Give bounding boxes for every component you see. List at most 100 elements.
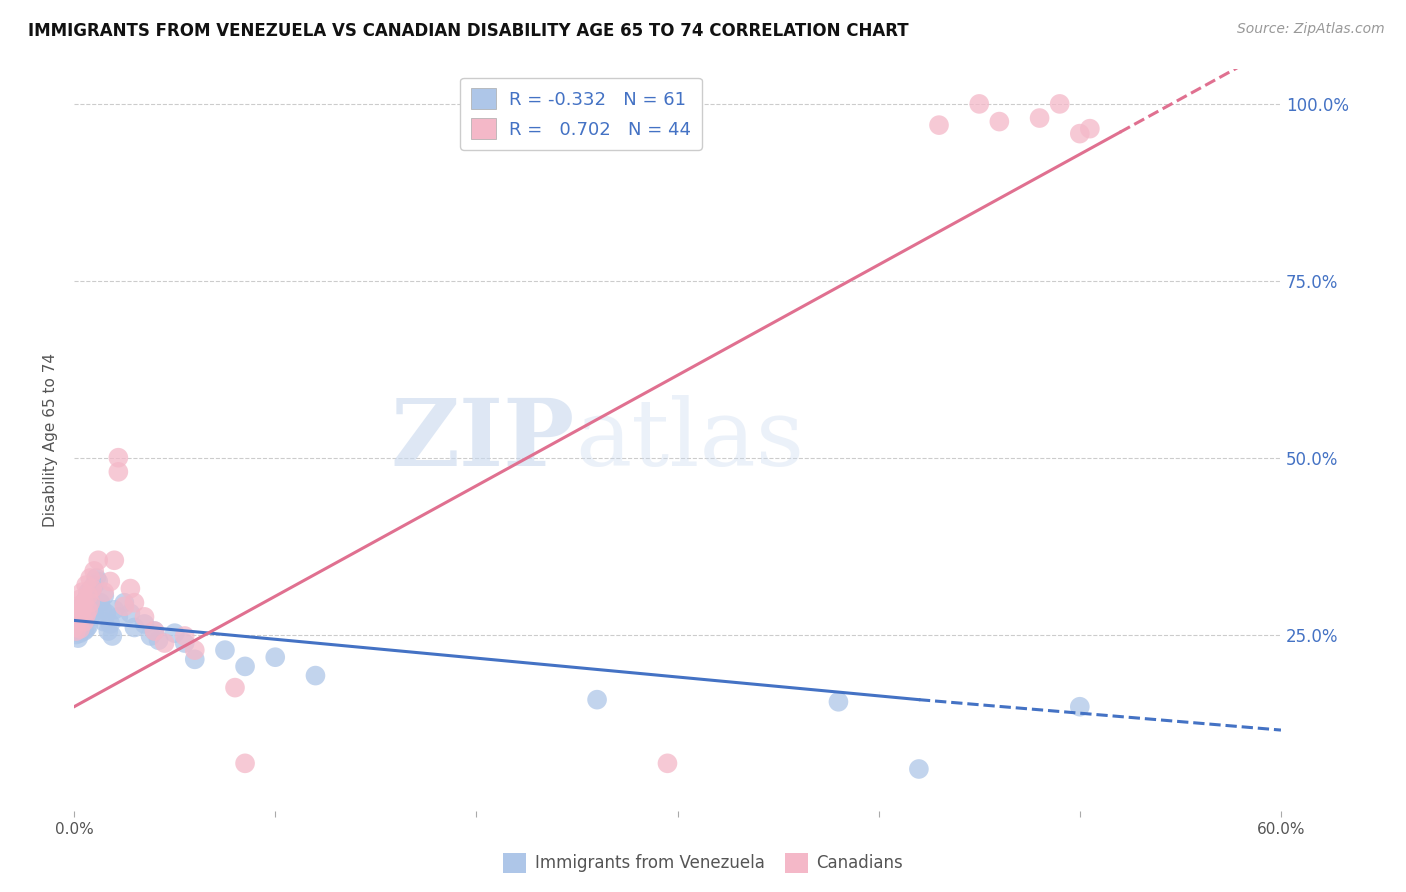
Point	[98, 574, 121, 589]
Point	[101, 629, 124, 643]
Point	[67, 622, 90, 636]
Point	[586, 692, 609, 706]
Point	[69, 614, 91, 628]
Point	[928, 118, 950, 132]
Point	[103, 553, 125, 567]
Point	[73, 624, 96, 638]
Point	[65, 616, 87, 631]
Point	[73, 596, 96, 610]
Point	[73, 615, 96, 629]
Point	[1069, 127, 1091, 141]
Legend: Immigrants from Venezuela, Canadians: Immigrants from Venezuela, Canadians	[496, 847, 910, 880]
Point	[120, 582, 142, 596]
Point	[988, 114, 1011, 128]
Point	[75, 578, 97, 592]
Point	[70, 616, 93, 631]
Point	[87, 574, 110, 589]
Point	[827, 695, 849, 709]
Point	[75, 592, 97, 607]
Point	[173, 636, 195, 650]
Point	[93, 589, 115, 603]
Point	[124, 620, 146, 634]
Point	[96, 607, 118, 621]
Point	[1028, 111, 1050, 125]
Point	[77, 603, 100, 617]
Point	[184, 643, 207, 657]
Point	[120, 607, 142, 621]
Point	[70, 599, 93, 614]
Point	[134, 616, 156, 631]
Point	[65, 627, 87, 641]
Point	[70, 585, 93, 599]
Point	[67, 599, 90, 614]
Point	[70, 603, 93, 617]
Point	[77, 603, 100, 617]
Point	[65, 610, 87, 624]
Point	[73, 596, 96, 610]
Point	[107, 465, 129, 479]
Point	[67, 607, 90, 621]
Point	[93, 615, 115, 629]
Point	[79, 589, 101, 603]
Point	[1069, 699, 1091, 714]
Point	[908, 762, 931, 776]
Point	[143, 624, 166, 638]
Point	[69, 592, 91, 607]
Point	[79, 610, 101, 624]
Point	[77, 585, 100, 599]
Point	[67, 631, 90, 645]
Point	[83, 564, 105, 578]
Point	[148, 633, 170, 648]
Point	[134, 610, 156, 624]
Point	[73, 610, 96, 624]
Point	[107, 450, 129, 465]
Point	[69, 620, 91, 634]
Point	[98, 616, 121, 631]
Y-axis label: Disability Age 65 to 74: Disability Age 65 to 74	[44, 353, 58, 527]
Point	[79, 596, 101, 610]
Point	[91, 603, 114, 617]
Point	[107, 610, 129, 624]
Point	[79, 571, 101, 585]
Point	[97, 624, 120, 638]
Text: ZIP: ZIP	[391, 395, 575, 485]
Point	[224, 681, 246, 695]
Point	[69, 626, 91, 640]
Point	[967, 96, 990, 111]
Point	[143, 624, 166, 638]
Point	[87, 553, 110, 567]
Point	[77, 619, 100, 633]
Point	[112, 596, 135, 610]
Point	[84, 571, 107, 585]
Point	[75, 622, 97, 636]
Point	[70, 610, 93, 624]
Point	[184, 652, 207, 666]
Point	[83, 578, 105, 592]
Point	[139, 629, 162, 643]
Point	[82, 582, 104, 596]
Point	[67, 615, 90, 629]
Point	[77, 589, 100, 603]
Point	[75, 607, 97, 622]
Point	[214, 643, 236, 657]
Point	[264, 650, 287, 665]
Point	[63, 620, 86, 634]
Point	[65, 607, 87, 622]
Point	[63, 620, 86, 634]
Point	[153, 636, 176, 650]
Point	[69, 605, 91, 619]
Point	[233, 659, 256, 673]
Point	[89, 596, 111, 610]
Text: Source: ZipAtlas.com: Source: ZipAtlas.com	[1237, 22, 1385, 37]
Point	[173, 629, 195, 643]
Point	[63, 624, 86, 638]
Legend: R = -0.332   N = 61, R =   0.702   N = 44: R = -0.332 N = 61, R = 0.702 N = 44	[460, 78, 702, 150]
Point	[93, 585, 115, 599]
Point	[233, 756, 256, 771]
Point	[304, 668, 326, 682]
Point	[83, 605, 105, 619]
Point	[65, 624, 87, 638]
Point	[67, 614, 90, 628]
Point	[75, 607, 97, 622]
Point	[82, 582, 104, 596]
